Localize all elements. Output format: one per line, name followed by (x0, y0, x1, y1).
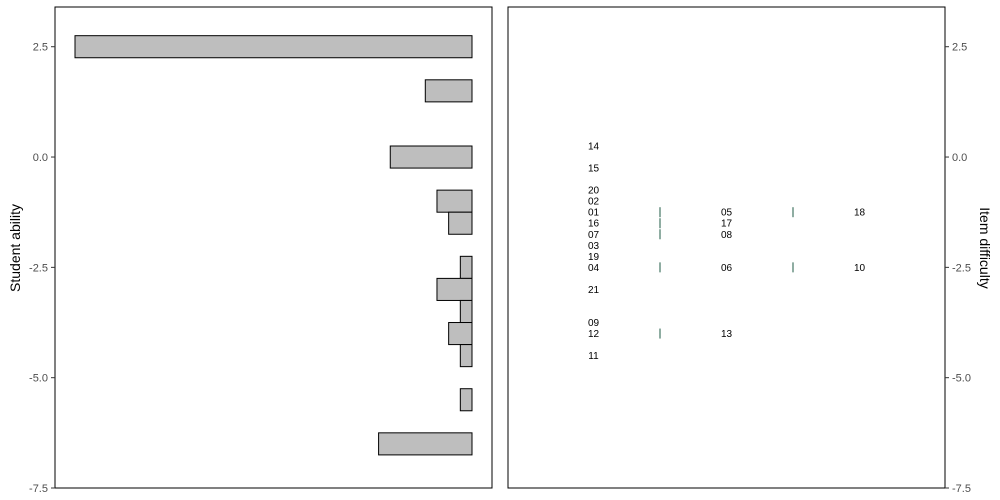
item-label: 06 (721, 263, 733, 274)
item-label: 07 (588, 230, 600, 241)
student-bar (459, 299, 473, 324)
student-panel-frame (54, 6, 493, 489)
student-bar (436, 277, 473, 301)
right-tick-label: -2.5 (952, 262, 971, 274)
student-bar (389, 145, 473, 169)
item-label: 20 (588, 186, 600, 197)
student-bar (448, 211, 473, 235)
item-label: 12 (588, 329, 600, 340)
student-bar (424, 79, 473, 103)
item-label: 15 (588, 164, 600, 175)
item-label: 08 (721, 230, 733, 241)
item-difficulty-axis-title: Item difficulty (977, 207, 993, 288)
student-bar (459, 388, 473, 412)
item-label: 16 (588, 219, 600, 230)
right-tick-label: 0.0 (952, 152, 967, 164)
student-ability-axis-title: Student ability (7, 204, 23, 292)
item-label: 09 (588, 318, 600, 329)
item-label: 05 (721, 208, 733, 219)
student-bar (436, 189, 473, 213)
student-ability-axis: 2.5 0.0 -2.5 -5.0 -7.5 (29, 42, 55, 495)
student-bars (74, 35, 473, 456)
item-label: 03 (588, 241, 600, 252)
item-label: 02 (588, 197, 600, 208)
student-bar (74, 35, 473, 59)
item-label: 11 (588, 351, 599, 362)
item-label: 19 (588, 252, 600, 263)
right-tick-label: -5.0 (952, 373, 971, 385)
right-tick-label: 2.5 (952, 42, 967, 54)
item-label: 21 (588, 285, 600, 296)
item-label: 01 (588, 208, 600, 219)
item-label: 13 (721, 329, 733, 340)
left-tick-label: -5.0 (29, 373, 48, 385)
left-tick-label: -2.5 (29, 262, 48, 274)
item-label: 18 (854, 208, 866, 219)
student-bar (378, 432, 473, 456)
student-bar (459, 344, 473, 368)
item-label: 10 (854, 263, 866, 274)
right-tick-label: -7.5 (952, 483, 971, 495)
item-label: 04 (588, 263, 600, 274)
student-bar (459, 255, 473, 279)
item-difficulty-axis: 2.5 0.0 -2.5 -5.0 -7.5 (945, 42, 971, 495)
left-tick-label: 2.5 (33, 42, 48, 54)
student-bar (448, 322, 473, 346)
item-panel-frame (507, 6, 946, 489)
item-label: 14 (588, 142, 600, 153)
left-tick-label: 0.0 (33, 152, 48, 164)
item-label: 17 (721, 219, 733, 230)
left-tick-label: -7.5 (29, 483, 48, 495)
